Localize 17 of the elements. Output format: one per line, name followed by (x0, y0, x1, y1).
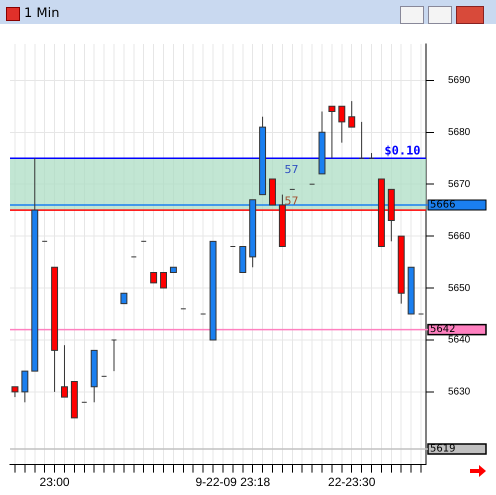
y-tick-label: 5670 (448, 178, 471, 190)
y-tick-label: 5640 (448, 334, 471, 346)
y-tick-label: 5660 (448, 230, 471, 242)
y-tick-label: 5690 (448, 75, 471, 86)
annotation: $0.10 (384, 143, 421, 158)
chart-title: 1 Min (24, 6, 60, 21)
ref-line-label: 5642 (430, 324, 456, 336)
annotation: 57 (284, 163, 299, 176)
y-tick-label: 5680 (448, 127, 471, 138)
y-tick-label: 5630 (448, 386, 471, 398)
y-tick-label: 5650 (448, 282, 471, 294)
ref-line-label: 5619 (430, 444, 456, 455)
annotation: 57 (284, 194, 299, 208)
x-tick-label: 23:00 (40, 475, 70, 490)
ref-line-label: 5666 (430, 200, 456, 211)
x-tick-label: 22-23:30 (328, 475, 376, 490)
x-tick-label: 9-22-09 23:18 (195, 475, 271, 490)
